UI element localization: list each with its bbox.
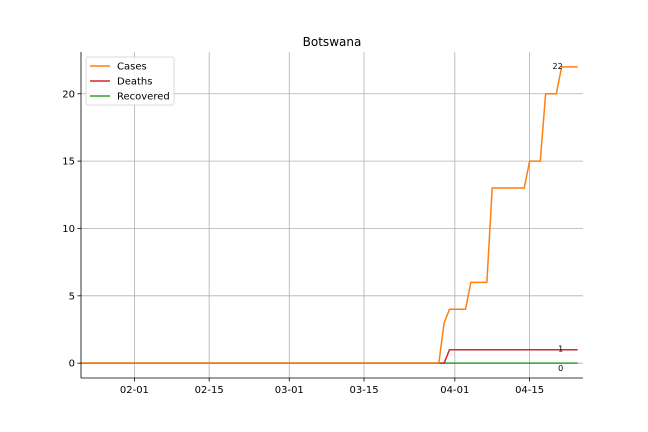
chart-title: Botswana bbox=[303, 35, 362, 49]
legend-label-recovered: Recovered bbox=[117, 92, 170, 103]
tick-group: 02-01 02-15 03-01 03-15 04-01 04-15 0 5 10 15 20 bbox=[62, 89, 544, 396]
x-tick-label: 04-15 bbox=[515, 385, 544, 396]
legend-label-cases: Cases bbox=[117, 62, 147, 73]
x-tick-label: 02-15 bbox=[195, 385, 224, 396]
y-tick-label: 15 bbox=[62, 157, 75, 168]
x-tick-label: 03-15 bbox=[350, 385, 379, 396]
y-tick-label: 20 bbox=[62, 89, 75, 100]
y-tick-label: 0 bbox=[69, 359, 75, 370]
end-label-cases: 22 bbox=[553, 62, 563, 71]
x-tick-label: 04-01 bbox=[440, 385, 469, 396]
x-tick-label: 03-01 bbox=[275, 385, 304, 396]
grid-lines bbox=[81, 52, 583, 378]
legend-box bbox=[85, 56, 175, 106]
axes bbox=[80, 52, 583, 379]
end-label-recovered: 0 bbox=[558, 364, 563, 373]
y-tick-label: 5 bbox=[69, 291, 75, 302]
x-tick-label: 02-01 bbox=[120, 385, 149, 396]
series-group bbox=[81, 66, 578, 364]
legend-label-deaths: Deaths bbox=[117, 77, 152, 88]
series-line-cases bbox=[81, 66, 578, 364]
end-label-deaths: 1 bbox=[558, 345, 563, 354]
y-tick-label: 10 bbox=[62, 224, 75, 235]
end-labels: 22 1 0 bbox=[553, 62, 564, 373]
legend: Cases Deaths Recovered bbox=[85, 56, 175, 106]
